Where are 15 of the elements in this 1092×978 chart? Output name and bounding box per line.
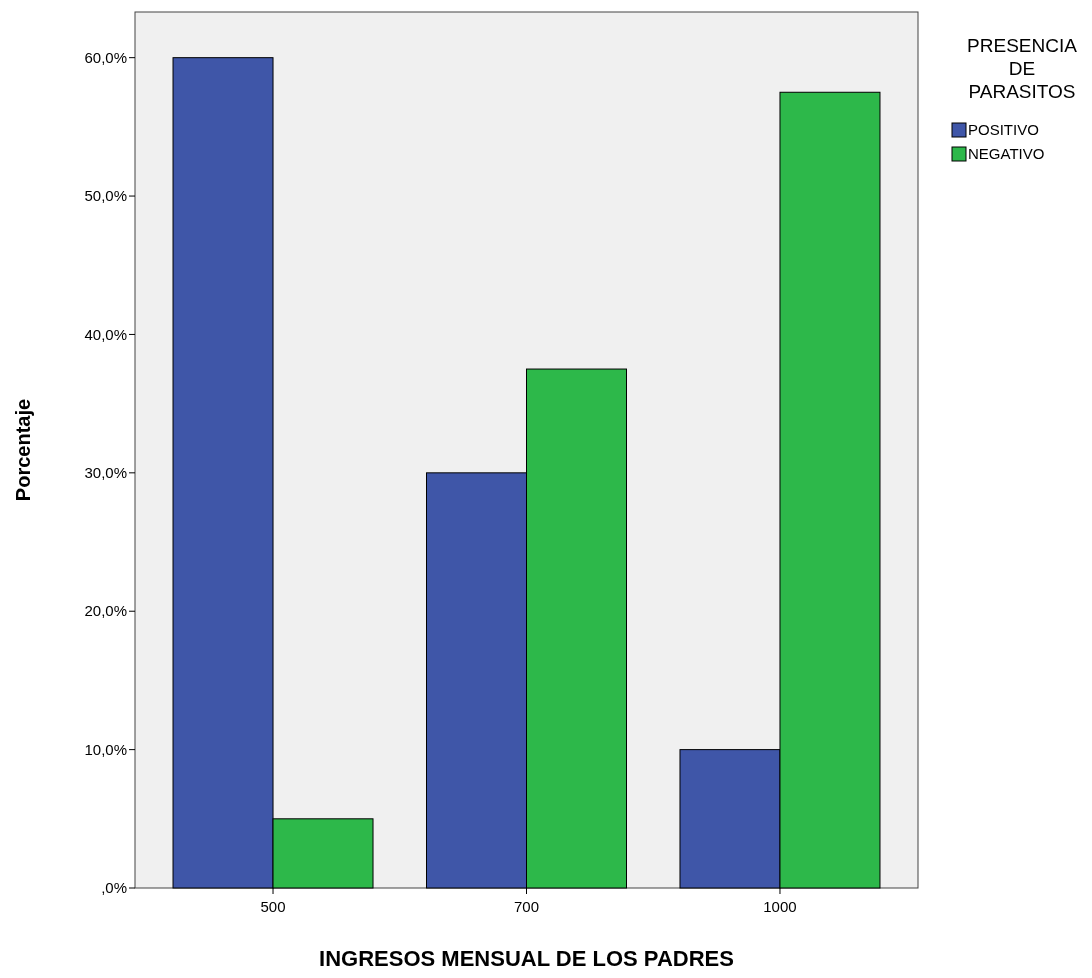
y-tick-label: ,0% — [101, 879, 127, 897]
y-tick-label: 30,0% — [84, 464, 127, 482]
x-tick-label: 1000 — [763, 898, 797, 915]
y-tick-label: 20,0% — [84, 602, 127, 620]
x-tick-label: 700 — [513, 898, 540, 915]
y-tick-label: 50,0% — [84, 187, 127, 205]
legend-label: POSITIVO — [968, 121, 1039, 139]
legend-title: PRESENCIA DE PARASITOS — [967, 35, 1078, 102]
x-tick-label: 500 — [260, 898, 286, 915]
y-tick-label: 40,0% — [84, 325, 127, 343]
y-tick-label: 10,0% — [84, 740, 127, 758]
x-axis-title: INGRESOS MENSUAL DE LOS PADRES — [319, 946, 734, 971]
y-axis-title: Porcentaje — [12, 398, 34, 502]
y-tick-label: 60,0% — [84, 48, 127, 66]
legend-label: NEGATIVO — [968, 145, 1045, 163]
